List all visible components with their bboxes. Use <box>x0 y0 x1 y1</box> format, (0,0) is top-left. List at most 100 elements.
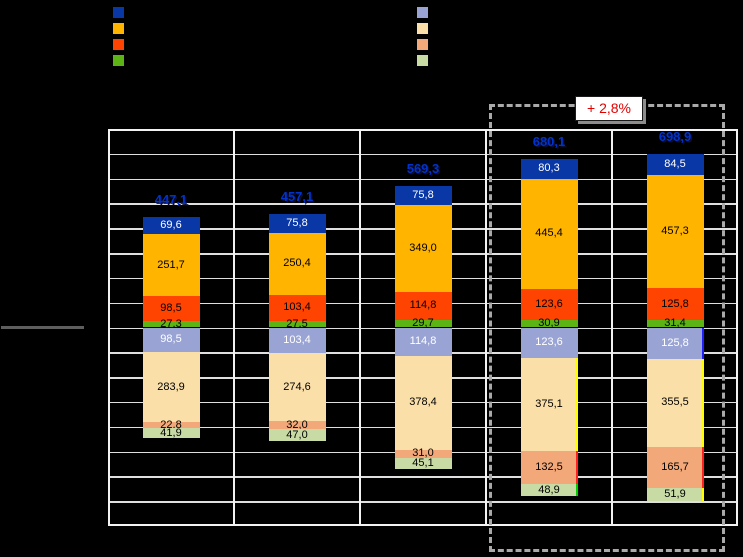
bar-segment-amber: 250,4 <box>268 232 326 295</box>
bar-segment-cream: 283,9 <box>142 351 200 423</box>
segment-value-label: 123,6 <box>535 336 563 349</box>
segment-value-label: 355,5 <box>661 396 689 409</box>
bar-segment-periwinkle: 114,8 <box>394 327 452 356</box>
total-label: 680,1 <box>532 133 566 149</box>
bar-segment-green: 27,5 <box>268 317 326 330</box>
bar-segment-amber: 251,7 <box>142 233 200 297</box>
bar-segment-dark-blue: 80,3 <box>520 158 578 179</box>
bar-segment-amber: 445,4 <box>520 178 578 290</box>
highlight-dashed-box <box>489 104 725 552</box>
bar-segment-cream: 378,4 <box>394 355 452 450</box>
bar-segment-green: 30,9 <box>520 317 578 330</box>
segment-value-label: 45,1 <box>412 456 434 469</box>
segment-value-label: 98,5 <box>160 302 182 314</box>
v-separator <box>233 129 235 526</box>
bar-segment-cream: 274,6 <box>268 353 326 422</box>
segment-value-label: 22,8 <box>160 418 182 431</box>
segment-value-label: 30,9 <box>538 317 560 330</box>
segment-value-label: 75,8 <box>412 189 434 202</box>
v-separator <box>485 129 487 526</box>
bar-segment-light-green: 51,9 <box>646 487 704 501</box>
segment-value-label: 31,0 <box>412 447 434 460</box>
segment-value-label: 375,1 <box>535 398 563 411</box>
v-separator <box>359 129 361 526</box>
h-gridline <box>108 501 738 503</box>
bar-segment-cream: 375,1 <box>520 358 578 452</box>
segment-value-label: 32,0 <box>286 418 308 431</box>
bar-segment-orange-red: 123,6 <box>520 289 578 320</box>
bar-segment-light-green: 47,0 <box>268 428 326 441</box>
bar-segment-green: 27,3 <box>142 317 200 330</box>
segment-value-label: 51,9 <box>664 487 686 500</box>
segment-value-label: 84,5 <box>664 158 686 171</box>
legend-swatch-cream <box>417 23 428 34</box>
total-label: 698,9 <box>658 129 692 145</box>
bar-segment-orange-red: 125,8 <box>646 288 704 320</box>
h-gridline <box>108 476 738 478</box>
bar-segment-amber: 349,0 <box>394 205 452 292</box>
segment-value-label: 48,9 <box>538 483 560 496</box>
bar-segment-salmon: 132,5 <box>520 451 578 485</box>
bar-segment-green: 29,7 <box>394 317 452 330</box>
total-label: 569,3 <box>406 161 440 177</box>
bar-segment-salmon: 32,0 <box>268 418 326 431</box>
plot-area-border <box>108 129 738 526</box>
segment-value-label: 29,7 <box>412 317 434 330</box>
growth-annotation-label: + 2,8% <box>587 100 631 116</box>
h-gridline <box>108 178 738 181</box>
h-gridline <box>108 153 738 156</box>
baseline-tick-line <box>1 326 84 329</box>
segment-value-label: 98,5 <box>160 333 182 346</box>
segment-value-label: 251,7 <box>157 258 185 271</box>
bar-segment-dark-blue: 69,6 <box>142 216 200 234</box>
bar-segment-dark-blue: 75,8 <box>394 186 452 206</box>
segment-value-label: 75,8 <box>286 216 308 229</box>
bar-segment-orange-red: 98,5 <box>142 296 200 321</box>
segment-value-label: 103,4 <box>283 333 311 346</box>
bar-segment-periwinkle: 125,8 <box>646 327 704 359</box>
segment-value-label: 80,3 <box>538 162 560 175</box>
segment-value-label: 41,9 <box>160 426 182 439</box>
segment-value-label: 123,6 <box>535 297 563 310</box>
segment-value-label: 69,6 <box>160 218 182 231</box>
bar-segment-light-green: 48,9 <box>520 483 578 497</box>
bar-segment-salmon: 31,0 <box>394 447 452 460</box>
legend-swatch-light-green <box>417 55 428 66</box>
bar-segment-salmon: 22,8 <box>142 418 200 431</box>
segment-value-label: 47,0 <box>286 428 308 441</box>
segment-value-label: 378,4 <box>409 396 437 409</box>
segment-value-label: 349,0 <box>409 241 437 254</box>
bar-segment-periwinkle: 98,5 <box>142 327 200 352</box>
bar-segment-orange-red: 103,4 <box>268 295 326 321</box>
legend-swatch-orange-red <box>113 39 124 50</box>
segment-value-label: 114,8 <box>409 299 437 312</box>
bar-segment-light-green: 41,9 <box>142 426 200 439</box>
segment-value-label: 31,4 <box>664 317 686 330</box>
bar-segment-periwinkle: 123,6 <box>520 327 578 359</box>
segment-value-label: 274,6 <box>283 380 311 393</box>
segment-value-label: 125,8 <box>661 336 689 349</box>
bar-segment-dark-blue: 84,5 <box>646 154 704 175</box>
bar-segment-dark-blue: 75,8 <box>268 214 326 233</box>
segment-value-label: 27,5 <box>286 317 308 330</box>
bar-segment-amber: 457,3 <box>646 175 704 289</box>
segment-value-label: 132,5 <box>535 461 563 474</box>
legend-swatch-amber <box>113 23 124 34</box>
bar-segment-salmon: 165,7 <box>646 446 704 489</box>
segment-value-label: 457,3 <box>661 225 689 238</box>
bar-segment-periwinkle: 103,4 <box>268 327 326 354</box>
total-label: 457,1 <box>280 189 314 205</box>
legend-swatch-salmon <box>417 39 428 50</box>
segment-value-label: 27,3 <box>160 317 182 330</box>
segment-value-label: 250,4 <box>283 257 311 270</box>
segment-value-label: 283,9 <box>157 380 185 393</box>
segment-value-label: 125,8 <box>661 297 689 310</box>
segment-value-label: 114,8 <box>409 335 437 348</box>
growth-annotation: + 2,8% <box>575 96 643 121</box>
segment-value-label: 103,4 <box>283 301 311 314</box>
segment-value-label: 165,7 <box>661 460 689 473</box>
bar-segment-cream: 355,5 <box>646 358 704 447</box>
bar-segment-orange-red: 114,8 <box>394 291 452 321</box>
bar-segment-light-green: 45,1 <box>394 456 452 469</box>
